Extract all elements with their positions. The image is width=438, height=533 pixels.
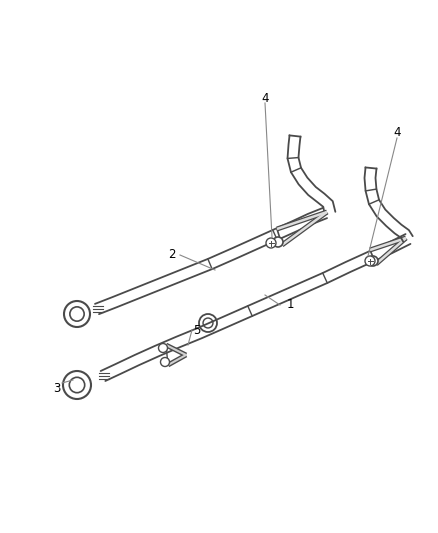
Circle shape (365, 256, 375, 266)
Text: 3: 3 (53, 382, 61, 394)
Circle shape (159, 343, 167, 352)
Circle shape (368, 256, 378, 266)
Text: 2: 2 (168, 248, 176, 262)
Text: 4: 4 (261, 92, 269, 104)
Text: 4: 4 (393, 126, 401, 140)
Circle shape (160, 358, 170, 367)
Circle shape (266, 238, 276, 248)
Text: 1: 1 (286, 298, 294, 311)
Text: 5: 5 (193, 324, 201, 336)
Circle shape (273, 237, 283, 247)
